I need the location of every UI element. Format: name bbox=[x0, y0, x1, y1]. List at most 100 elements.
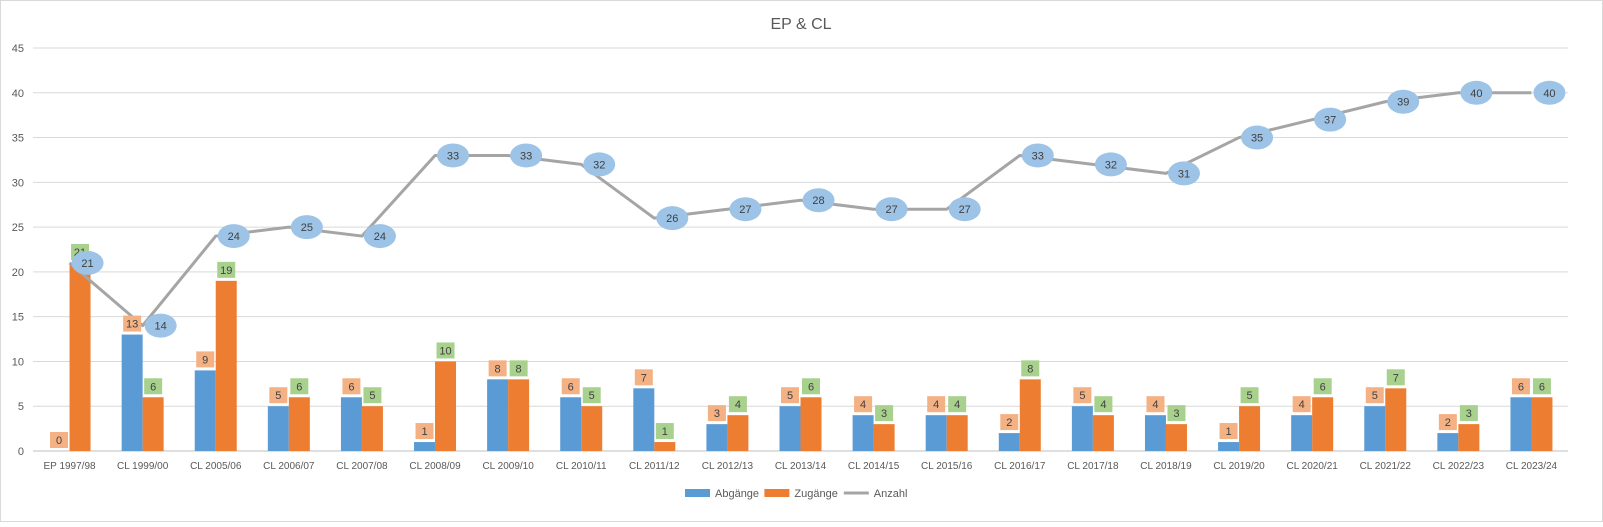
y-tick-label: 30 bbox=[12, 177, 24, 189]
data-label: 5 bbox=[1247, 390, 1253, 402]
data-label-box bbox=[781, 387, 799, 404]
data-label: 8 bbox=[495, 363, 501, 375]
bar bbox=[142, 397, 164, 451]
data-label-box bbox=[582, 387, 601, 404]
data-label-box bbox=[875, 405, 894, 422]
data-label: 6 bbox=[1518, 381, 1524, 393]
line-data-label: 27 bbox=[739, 204, 751, 216]
data-label-box bbox=[144, 378, 163, 395]
data-label-box bbox=[1240, 387, 1259, 404]
bar bbox=[69, 262, 91, 451]
data-label: 13 bbox=[126, 319, 138, 331]
data-label-box bbox=[927, 396, 946, 413]
data-label-box bbox=[50, 432, 69, 448]
y-tick-label: 20 bbox=[12, 267, 24, 279]
data-label: 6 bbox=[150, 381, 156, 393]
data-label-box bbox=[269, 387, 288, 404]
bar bbox=[1364, 406, 1386, 451]
x-tick-label: CL 2013/14 bbox=[775, 461, 827, 472]
line-data-marker bbox=[363, 224, 396, 249]
x-tick-label: CL 2008/09 bbox=[409, 461, 461, 472]
bar bbox=[998, 433, 1020, 451]
legend-swatch bbox=[764, 489, 790, 497]
data-label: 2 bbox=[1006, 417, 1012, 429]
data-label-box bbox=[1073, 387, 1092, 404]
legend-label: Abgänge bbox=[715, 488, 759, 500]
bar bbox=[654, 442, 676, 451]
data-label-box bbox=[290, 378, 309, 395]
data-label-box bbox=[707, 405, 726, 422]
bar bbox=[1092, 415, 1114, 451]
line-data-label: 27 bbox=[959, 204, 971, 216]
line-data-label: 32 bbox=[593, 159, 605, 171]
line-data-marker bbox=[729, 197, 762, 222]
data-label: 10 bbox=[439, 345, 451, 357]
data-label: 5 bbox=[787, 390, 793, 402]
legend-label: Zugänge bbox=[794, 488, 837, 500]
x-tick-label: CL 2020/21 bbox=[1286, 461, 1338, 472]
bar bbox=[1510, 397, 1532, 451]
line-data-label: 33 bbox=[1032, 150, 1044, 162]
bar bbox=[1019, 379, 1041, 451]
line-data-label: 21 bbox=[81, 258, 93, 270]
data-label-box bbox=[1459, 405, 1478, 422]
line-data-label: 24 bbox=[374, 231, 386, 243]
data-label-box bbox=[1000, 414, 1019, 431]
x-tick-label: CL 1999/00 bbox=[117, 461, 169, 472]
y-axis: 0 5 10 15 20 25 30 35 40 45 bbox=[12, 43, 24, 458]
bar bbox=[1071, 406, 1093, 451]
bar bbox=[706, 424, 728, 451]
data-label: 4 bbox=[735, 399, 741, 411]
y-tick-label: 15 bbox=[12, 312, 24, 324]
data-label-box bbox=[363, 387, 382, 404]
line-data-marker bbox=[802, 188, 835, 213]
x-tick-label: CL 2010/11 bbox=[556, 461, 607, 472]
bar bbox=[581, 406, 603, 451]
data-label-box bbox=[948, 396, 967, 413]
y-tick-label: 0 bbox=[18, 446, 24, 458]
line-data-label: 37 bbox=[1324, 115, 1336, 127]
y-tick-label: 35 bbox=[12, 133, 24, 145]
bar bbox=[194, 370, 216, 451]
data-label-box bbox=[1532, 378, 1551, 395]
x-tick-label: CL 2005/06 bbox=[190, 461, 242, 472]
bar bbox=[1312, 397, 1334, 451]
bar bbox=[487, 379, 509, 451]
data-label-box bbox=[342, 378, 361, 395]
data-label: 8 bbox=[516, 363, 522, 375]
data-label-box bbox=[1386, 369, 1405, 386]
x-tick-label: CL 2014/15 bbox=[848, 461, 900, 472]
data-label: 2 bbox=[1445, 417, 1451, 429]
data-label-box bbox=[634, 369, 653, 386]
y-tick-label: 45 bbox=[12, 43, 24, 55]
data-label-box bbox=[728, 396, 747, 413]
bar bbox=[1239, 406, 1261, 451]
x-tick-label: CL 2022/23 bbox=[1433, 461, 1485, 472]
line-data-label: 33 bbox=[447, 150, 459, 162]
line-data-marker bbox=[1314, 107, 1347, 132]
legend-label: Anzahl bbox=[874, 488, 908, 500]
data-label: 3 bbox=[1466, 408, 1472, 420]
bar bbox=[1437, 433, 1459, 451]
data-label: 5 bbox=[275, 390, 281, 402]
data-label-box bbox=[1219, 423, 1238, 440]
bar bbox=[925, 415, 947, 451]
x-tick-label: CL 2015/16 bbox=[921, 461, 973, 472]
line-data-marker bbox=[583, 152, 616, 177]
data-labels: 0139561867354425414526216196510851463484… bbox=[50, 80, 1566, 448]
bar bbox=[215, 280, 237, 451]
bar bbox=[361, 406, 383, 451]
y-tick-label: 10 bbox=[12, 356, 24, 368]
bar bbox=[288, 397, 310, 451]
data-label: 7 bbox=[641, 372, 647, 384]
data-label: 4 bbox=[933, 399, 939, 411]
bar bbox=[727, 415, 749, 451]
line-data-label: 31 bbox=[1178, 168, 1190, 180]
data-label: 3 bbox=[1173, 408, 1179, 420]
line-data-label: 26 bbox=[666, 213, 678, 225]
data-label: 5 bbox=[1372, 390, 1378, 402]
x-tick-label: CL 2011/12 bbox=[629, 461, 680, 472]
data-label: 4 bbox=[954, 399, 960, 411]
data-label: 4 bbox=[1152, 399, 1158, 411]
data-label-box bbox=[1511, 378, 1530, 395]
